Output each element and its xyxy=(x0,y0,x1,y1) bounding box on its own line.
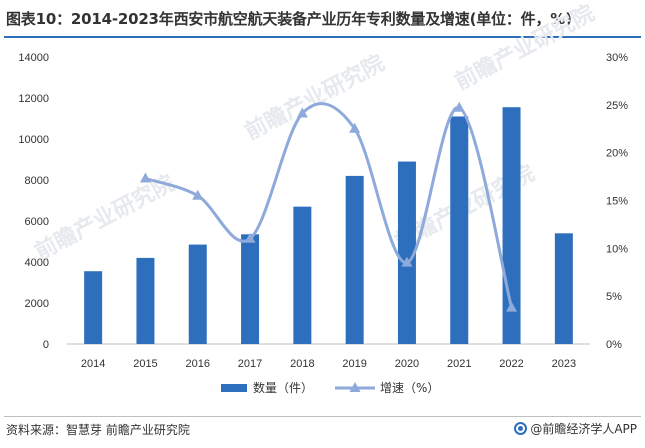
y-left-tick-label: 4000 xyxy=(25,257,49,269)
x-tick-label: 2023 xyxy=(552,358,576,370)
legend-label-line: 增速（%） xyxy=(380,381,439,395)
x-tick-label: 2018 xyxy=(290,358,314,370)
growth-point xyxy=(506,301,518,312)
growth-point xyxy=(453,101,465,112)
growth-point xyxy=(192,189,204,200)
x-tick-label: 2014 xyxy=(81,358,105,370)
y-right-tick-label: 15% xyxy=(606,196,628,208)
bar xyxy=(188,244,207,344)
brand-credit: @前瞻经济学人APP xyxy=(514,420,637,437)
growth-point xyxy=(349,122,361,133)
y-left-tick-label: 12000 xyxy=(18,93,49,105)
brand-logo-icon xyxy=(514,422,528,435)
y-left-tick-label: 14000 xyxy=(18,52,49,64)
x-tick-label: 2020 xyxy=(395,358,419,370)
x-tick-label: 2016 xyxy=(186,358,210,370)
watermark-text: 前瞻产业研究院 xyxy=(451,0,599,95)
y-left-tick-label: 8000 xyxy=(25,175,49,187)
y-right-tick-label: 30% xyxy=(606,52,628,64)
y-right-tick-label: 20% xyxy=(606,148,628,160)
bar xyxy=(397,161,416,344)
x-tick-label: 2017 xyxy=(238,358,262,370)
chart-title: 图表10：2014-2023年西安市航空航天装备产业历年专利数量及增速(单位：件… xyxy=(6,10,572,28)
y-right-tick-label: 10% xyxy=(606,243,628,255)
x-tick-label: 2021 xyxy=(447,358,471,370)
x-tick-label: 2015 xyxy=(133,358,157,370)
legend-marker-line xyxy=(349,382,361,392)
footer-divider xyxy=(4,416,641,417)
source-note: 资料来源：智慧芽 前瞻产业研究院 xyxy=(6,423,190,437)
brand-text: @前瞻经济学人APP xyxy=(530,422,637,436)
growth-point xyxy=(139,172,151,183)
y-right-tick-label: 25% xyxy=(606,100,628,112)
bar xyxy=(84,271,103,344)
watermark-text: 前瞻产业研究院 xyxy=(31,170,179,265)
bar xyxy=(554,233,573,344)
growth-point xyxy=(296,107,308,118)
y-right-tick-label: 5% xyxy=(606,291,622,303)
legend-label-bar: 数量（件） xyxy=(253,380,313,395)
y-right-tick-label: 0% xyxy=(606,339,622,351)
title-underline xyxy=(4,36,641,38)
x-tick-label: 2019 xyxy=(342,358,366,370)
bar xyxy=(136,257,155,344)
bar xyxy=(293,206,312,344)
y-left-tick-label: 10000 xyxy=(18,134,49,146)
growth-point xyxy=(401,256,413,267)
legend-swatch-bar xyxy=(221,384,247,392)
y-left-tick-label: 0 xyxy=(43,339,49,351)
x-tick-label: 2022 xyxy=(499,358,523,370)
y-left-tick-label: 2000 xyxy=(25,298,49,310)
bar xyxy=(450,116,469,344)
y-left-tick-label: 6000 xyxy=(25,216,49,228)
growth-point xyxy=(244,232,256,243)
bar xyxy=(345,175,364,344)
watermark-text: 前瞻产业研究院 xyxy=(241,50,389,145)
bar xyxy=(241,234,260,344)
